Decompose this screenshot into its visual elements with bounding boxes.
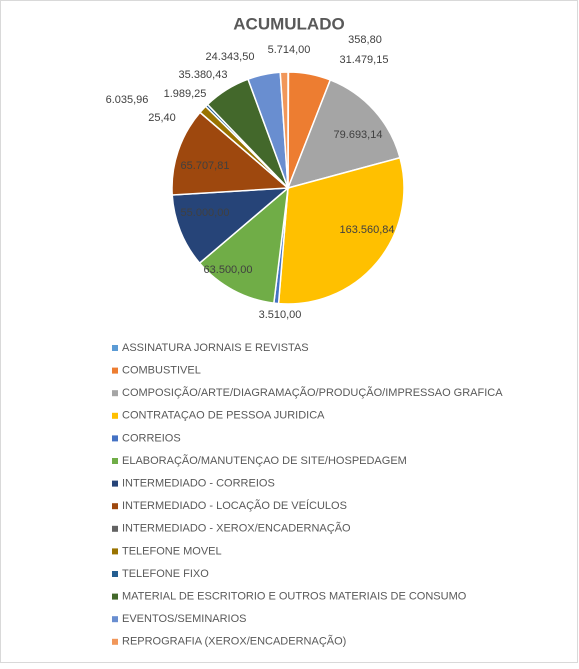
legend-marker (112, 571, 118, 577)
data-label: 6.035,96 (106, 94, 149, 106)
legend-label: CORREIOS (122, 432, 181, 444)
legend-label: MATERIAL DE ESCRITORIO E OUTROS MATERIAI… (122, 591, 467, 603)
data-label: 5.714,00 (268, 44, 311, 56)
legend-marker (112, 413, 118, 419)
legend-marker (112, 481, 118, 487)
legend-label: TELEFONE MOVEL (122, 545, 222, 557)
legend-label: COMPOSIÇÃO/ARTE/DIAGRAMAÇÃO/PRODUÇÃO/IMP… (122, 386, 503, 399)
legend-marker (112, 368, 118, 374)
data-label: 63.500,00 (204, 264, 253, 276)
data-label: 24.343,50 (206, 51, 255, 63)
legend-label: CONTRATAÇAO DE PESSOA JURIDICA (122, 410, 325, 422)
legend-marker (112, 345, 118, 351)
legend-marker (112, 390, 118, 396)
data-label: 25,40 (148, 112, 176, 124)
data-label: 55.000,00 (181, 207, 230, 219)
legend-marker (112, 616, 118, 622)
data-label: 3.510,00 (259, 309, 302, 321)
data-label: 35.380,43 (179, 69, 228, 81)
legend-label: INTERMEDIADO - XEROX/ENCADERNAÇÃO (122, 522, 351, 535)
legend-label: ELABORAÇÃO/MANUTENÇAO DE SITE/HOSPEDAGEM (122, 454, 407, 467)
legend-label: INTERMEDIADO - CORREIOS (122, 478, 275, 490)
legend-label: INTERMEDIADO - LOCAÇÃO DE VEÍCULOS (122, 499, 347, 512)
data-label: 79.693,14 (334, 129, 383, 141)
chart-title: ACUMULADO (233, 14, 344, 33)
data-label: 65.707,81 (181, 160, 230, 172)
legend-marker (112, 594, 118, 600)
data-label: 358,80 (348, 34, 382, 46)
legend-label: ASSINATURA JORNAIS E REVISTAS (122, 342, 309, 354)
data-label: 31.479,15 (340, 54, 389, 66)
legend-label: EVENTOS/SEMINARIOS (122, 613, 247, 625)
legend-marker (112, 458, 118, 464)
legend-marker (112, 435, 118, 441)
data-label: 1.989,25 (164, 88, 207, 100)
legend-marker (112, 503, 118, 509)
legend-marker (112, 639, 118, 645)
legend-marker (112, 548, 118, 554)
data-label: 163.560,84 (339, 224, 394, 236)
legend-marker (112, 526, 118, 532)
legend-label: TELEFONE FIXO (122, 568, 209, 580)
legend-label: REPROGRAFIA (XEROX/ENCADERNAÇÃO) (122, 635, 346, 648)
legend-label: COMBUSTIVEL (122, 365, 201, 377)
